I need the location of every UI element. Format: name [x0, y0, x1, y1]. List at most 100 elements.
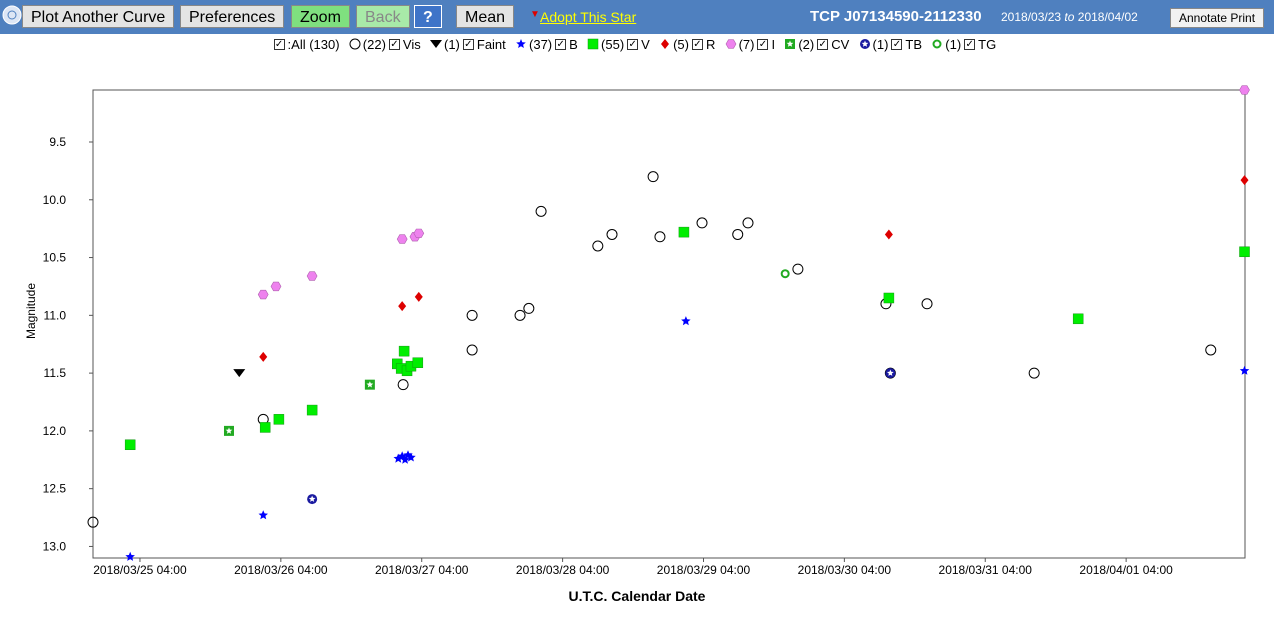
button[interactable]: Annotate Print — [1170, 8, 1265, 28]
point — [535, 205, 547, 217]
legend-name: TG — [978, 36, 997, 52]
legend-count: (22) — [362, 36, 386, 52]
point — [725, 39, 736, 49]
adopt-icon: ▼ — [530, 9, 540, 20]
gap — [340, 37, 347, 52]
point — [393, 453, 403, 463]
y-tick-label: 11.0 — [44, 308, 67, 322]
point — [932, 39, 942, 49]
legend-name: Vis — [402, 36, 421, 52]
point — [398, 345, 410, 357]
point — [681, 316, 691, 326]
checkbox[interactable]: ✓ — [273, 38, 285, 50]
point — [223, 425, 234, 436]
point — [233, 369, 246, 378]
button[interactable]: Zoom — [291, 5, 350, 28]
x-axis-label: U.T.C. Calendar Date — [569, 588, 706, 604]
x-tick-label: 2018/03/29 04:00 — [657, 563, 751, 577]
point — [413, 228, 425, 238]
x-tick-label: 2018/03/26 04:00 — [234, 563, 328, 577]
legend-count: (1) — [945, 36, 962, 52]
checkbox[interactable]: ✓ — [891, 38, 903, 50]
gap — [849, 37, 856, 52]
series — [257, 85, 1250, 300]
point — [661, 39, 670, 49]
legend-icon — [661, 39, 670, 49]
series — [87, 171, 1217, 528]
legend-count: (55) — [601, 36, 625, 52]
point — [124, 439, 136, 451]
y-tick-label: 10.5 — [43, 251, 67, 265]
point — [514, 309, 526, 321]
gap — [578, 37, 585, 52]
legend-name: Faint — [476, 36, 506, 52]
checkbox[interactable]: ✓ — [462, 38, 474, 50]
point — [125, 551, 135, 561]
button[interactable]: ? — [414, 5, 442, 28]
adopt-link[interactable]: Adopt This Star — [540, 9, 637, 25]
y-tick-label: 13.0 — [43, 539, 67, 553]
point — [398, 301, 407, 312]
gap — [775, 37, 782, 52]
point — [1240, 175, 1249, 186]
point — [1028, 367, 1040, 379]
point-part — [861, 40, 868, 47]
point — [306, 404, 318, 416]
button[interactable]: Back — [356, 5, 410, 28]
legend: ✓:All (130) (22) ✓ Vis (1) ✓ Faint (37) ✓ B (5… — [0, 34, 1274, 54]
date-from: 2018/03/23 — [1001, 10, 1062, 24]
button[interactable]: Mean — [456, 5, 515, 28]
legend-count: (1) — [443, 36, 460, 52]
y-tick-label: 10.0 — [43, 193, 67, 207]
checkbox[interactable]: ✓ — [388, 38, 400, 50]
checkbox[interactable]: ✓ — [555, 38, 567, 50]
legend-icon — [859, 39, 870, 49]
x-tick-label: 2018/03/25 04:00 — [93, 563, 187, 577]
gap — [650, 37, 657, 52]
y-axis-label: Magnitude — [24, 283, 38, 339]
gap — [506, 37, 513, 52]
legend-icon — [932, 39, 942, 49]
series — [124, 226, 1250, 451]
checkbox[interactable]: ✓ — [964, 38, 976, 50]
point — [678, 226, 690, 238]
checkbox[interactable]: ✓ — [757, 38, 769, 50]
legend-name: I — [771, 36, 776, 52]
legend-label: :All (130) — [287, 36, 340, 52]
y-tick-label: 9.5 — [49, 135, 66, 149]
point — [587, 38, 599, 50]
point — [400, 454, 410, 464]
point-part — [787, 40, 794, 47]
point — [466, 344, 478, 356]
y-tick-label: 12.5 — [43, 482, 67, 496]
point — [647, 171, 659, 183]
point — [307, 494, 318, 505]
point-part — [225, 427, 233, 434]
point — [696, 217, 708, 229]
legend-count: (37) — [529, 36, 553, 52]
point — [606, 228, 618, 240]
legend-icon — [349, 38, 361, 50]
checkbox[interactable]: ✓ — [691, 38, 703, 50]
point — [1239, 365, 1250, 375]
series — [223, 379, 375, 436]
point — [270, 281, 282, 292]
point — [516, 39, 526, 48]
x-tick-label: 2018/04/01 04:00 — [1079, 563, 1173, 577]
point — [466, 309, 478, 321]
point — [654, 231, 666, 243]
plot-frame — [92, 89, 1246, 559]
point — [859, 39, 870, 49]
point — [884, 229, 893, 240]
checkbox[interactable]: ✓ — [817, 38, 829, 50]
y-tick-label: 11.5 — [44, 366, 67, 380]
point — [1072, 313, 1084, 325]
button[interactable]: Plot Another Curve — [22, 5, 175, 28]
x-tick-label: 2018/03/30 04:00 — [798, 563, 892, 577]
button[interactable]: Preferences — [180, 5, 285, 28]
point — [412, 357, 424, 368]
point — [792, 263, 804, 275]
logo — [2, 5, 22, 25]
checkbox[interactable]: ✓ — [627, 38, 639, 50]
